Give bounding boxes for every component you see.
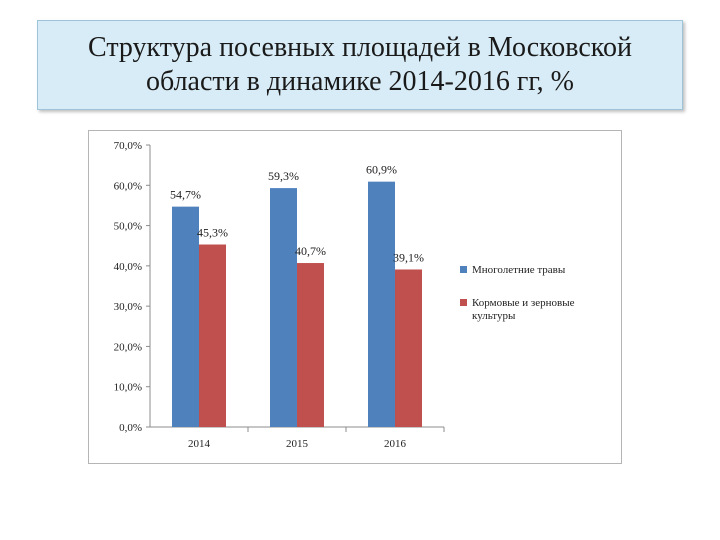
bar xyxy=(395,269,422,427)
bar xyxy=(270,188,297,427)
y-tick-label: 60,0% xyxy=(114,180,142,192)
legend-swatch xyxy=(460,299,467,306)
y-tick-label: 0,0% xyxy=(119,422,142,434)
y-tick-label: 70,0% xyxy=(114,140,142,152)
data-label: 39,1% xyxy=(393,250,424,264)
data-label: 40,7% xyxy=(295,244,326,258)
bar xyxy=(172,206,199,427)
slide-title: Структура посевных площадей в Московской… xyxy=(88,32,632,97)
legend-swatch xyxy=(460,266,467,273)
data-label: 54,7% xyxy=(170,188,201,202)
legend-label: Кормовые и зерновые культуры xyxy=(472,297,575,322)
y-tick-label: 40,0% xyxy=(114,261,142,273)
x-tick-label: 2015 xyxy=(286,438,309,450)
y-tick-label: 30,0% xyxy=(114,301,142,313)
data-label: 59,3% xyxy=(268,169,299,183)
title-box: Структура посевных площадей в Московской… xyxy=(37,20,683,110)
y-tick-label: 20,0% xyxy=(114,341,142,353)
x-tick-label: 2016 xyxy=(384,438,407,450)
bar xyxy=(368,181,395,427)
y-tick-label: 50,0% xyxy=(114,221,142,233)
x-tick-label: 2014 xyxy=(188,438,211,450)
data-label: 60,9% xyxy=(366,163,397,177)
bar xyxy=(199,244,226,427)
bar xyxy=(297,263,324,427)
data-label: 45,3% xyxy=(197,226,228,240)
legend-label: Многолетние травы xyxy=(472,264,566,276)
y-tick-label: 10,0% xyxy=(114,382,142,394)
